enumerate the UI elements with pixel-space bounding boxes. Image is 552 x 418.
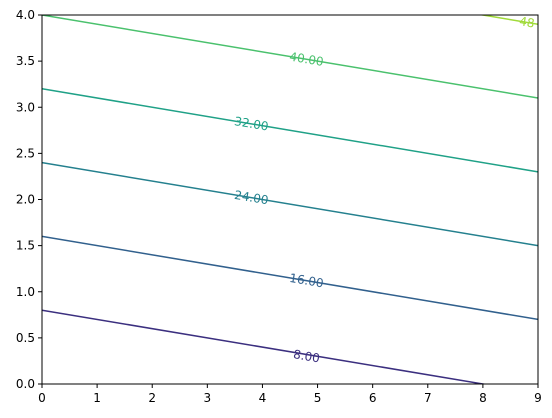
y-tick-label: 1.5 (16, 239, 35, 253)
x-tick-label: 5 (314, 391, 322, 405)
contour-label-24.00: 24.00 (233, 188, 269, 207)
contour-line-16.00 (42, 235, 538, 321)
y-tick-label: 4.0 (16, 8, 35, 22)
contour-lines (42, 15, 538, 384)
y-tick-label: 0.5 (16, 331, 35, 345)
contour-labels: 8.00 16.00 24.00 32.00 40.00 48 (233, 14, 535, 365)
y-tick-label: 3.0 (16, 100, 35, 114)
contour-label-48: 48 (518, 14, 535, 30)
contour-label-40.00: 40.00 (288, 50, 324, 69)
x-tick-label: 3 (204, 391, 212, 405)
contour-line-8.00 (42, 309, 488, 384)
contour-label-8.00: 8.00 (292, 347, 321, 365)
x-tick-label: 6 (369, 391, 377, 405)
contour-line-40.00 (42, 15, 538, 99)
contour-line-32.00 (42, 88, 538, 173)
x-tick-label: 1 (93, 391, 101, 405)
x-tick-label: 2 (148, 391, 156, 405)
x-tick-label: 7 (424, 391, 432, 405)
y-tick-label: 2.5 (16, 146, 35, 160)
y-tick-label: 1.0 (16, 285, 35, 299)
contour-label-16.00: 16.00 (288, 271, 324, 290)
x-tick-label: 4 (259, 391, 267, 405)
x-tick-label: 9 (534, 391, 542, 405)
y-tick-label: 3.5 (16, 54, 35, 68)
y-tick-label: 0.0 (16, 377, 35, 391)
x-tick-label: 0 (38, 391, 46, 405)
contour-line-24.00 (42, 161, 538, 247)
x-axis: 0 1 2 3 4 5 6 7 8 9 (38, 384, 542, 405)
x-tick-label: 8 (479, 391, 487, 405)
contour-label-32.00: 32.00 (233, 114, 269, 133)
y-axis: 0.0 0.5 1.0 1.5 2.0 2.5 3.0 3.5 4.0 (16, 8, 42, 391)
y-tick-label: 2.0 (16, 193, 35, 207)
